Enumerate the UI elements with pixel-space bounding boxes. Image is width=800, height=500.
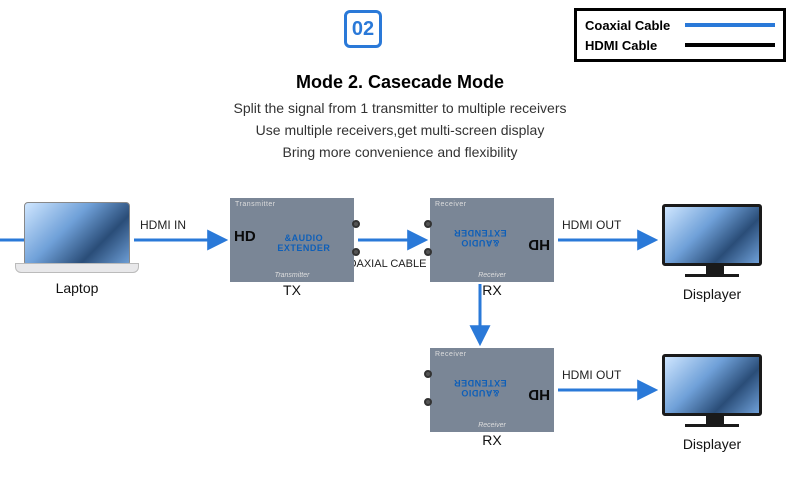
monitor-icon <box>662 354 762 416</box>
bnc-port-icon <box>424 398 432 406</box>
legend-hdmi-label: HDMI Cable <box>585 38 685 53</box>
bnc-port-icon <box>352 248 360 256</box>
bnc-port-icon <box>424 220 432 228</box>
label-hdmi-out-2: HDMI OUT <box>562 368 621 382</box>
display2-label: Displayer <box>662 436 762 452</box>
bnc-port-icon <box>424 248 432 256</box>
monitor-icon <box>662 204 762 266</box>
cable-legend: Coaxial Cable HDMI Cable <box>574 8 786 62</box>
tx-node: Transmitter HD &AUDIO EXTENDER Transmitt… <box>230 198 354 298</box>
laptop-node: Laptop <box>24 202 130 296</box>
mode-number: 02 <box>352 18 374 41</box>
rx1-box-icon: Receiver HD &AUDIO EXTENDER Receiver <box>430 198 554 282</box>
display1-label: Displayer <box>662 286 762 302</box>
tx-role: Transmitter <box>275 272 310 279</box>
label-hdmi-out-1: HDMI OUT <box>562 218 621 232</box>
rx1-node: Receiver HD &AUDIO EXTENDER Receiver RX <box>430 198 554 298</box>
tx-label: TX <box>230 282 354 298</box>
subtitle-2: Use multiple receivers,get multi-screen … <box>0 122 800 138</box>
rx2-label: RX <box>430 432 554 448</box>
mode-number-badge: 02 <box>344 10 382 48</box>
legend-coax-line <box>685 23 775 27</box>
bnc-port-icon <box>352 220 360 228</box>
tx-box-icon: Transmitter HD &AUDIO EXTENDER Transmitt… <box>230 198 354 282</box>
laptop-label: Laptop <box>24 280 130 296</box>
subtitle-3: Bring more convenience and flexibility <box>0 144 800 160</box>
rx1-ext: &AUDIO EXTENDER <box>434 228 526 248</box>
rx2-role: Receiver <box>478 422 506 429</box>
subtitle-1: Split the signal from 1 transmitter to m… <box>0 100 800 116</box>
legend-hdmi-line <box>685 43 775 47</box>
laptop-icon <box>24 202 130 266</box>
mode-title: Mode 2. Casecade Mode <box>0 72 800 93</box>
display1-node: Displayer <box>662 204 762 302</box>
tx-hd: HD <box>234 228 256 245</box>
rx2-ext: &AUDIO EXTENDER <box>434 378 526 398</box>
bnc-port-icon <box>424 370 432 378</box>
rx2-role-tiny: Receiver <box>435 351 467 358</box>
rx1-label: RX <box>430 282 554 298</box>
tx-ext: &AUDIO EXTENDER <box>258 233 350 253</box>
rx2-hd: HD <box>528 386 550 403</box>
display2-node: Displayer <box>662 354 762 452</box>
label-hdmi-in: HDMI IN <box>140 218 186 232</box>
legend-coax-label: Coaxial Cable <box>585 18 685 33</box>
rx1-hd: HD <box>528 236 550 253</box>
rx1-role: Receiver <box>478 272 506 279</box>
tx-role-tiny: Transmitter <box>235 201 276 208</box>
rx2-box-icon: Receiver HD &AUDIO EXTENDER Receiver <box>430 348 554 432</box>
rx1-role-tiny: Receiver <box>435 201 467 208</box>
legend-coax: Coaxial Cable <box>585 15 775 35</box>
rx2-node: Receiver HD &AUDIO EXTENDER Receiver RX <box>430 348 554 448</box>
legend-hdmi: HDMI Cable <box>585 35 775 55</box>
